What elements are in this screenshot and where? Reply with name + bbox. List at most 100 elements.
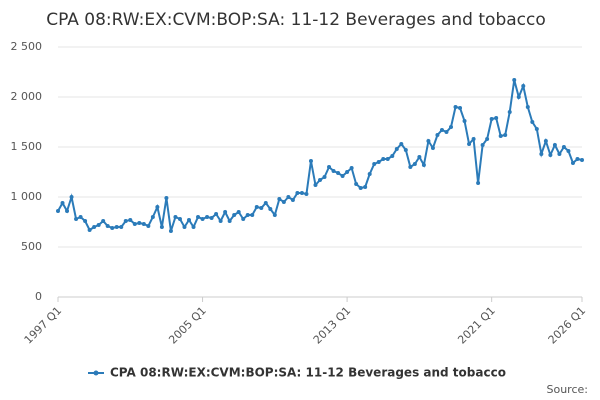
point xyxy=(168,229,173,233)
point xyxy=(376,160,381,164)
point xyxy=(503,133,508,137)
point xyxy=(223,210,228,214)
point xyxy=(403,148,408,152)
point xyxy=(295,191,300,195)
point xyxy=(110,226,115,230)
point xyxy=(417,155,422,159)
point xyxy=(191,225,196,229)
point xyxy=(462,119,467,123)
point xyxy=(119,225,124,229)
point xyxy=(263,201,268,205)
y-tick-label: 2 500 xyxy=(11,40,43,53)
x-tick-label: 1997 Q1 xyxy=(22,304,65,347)
point xyxy=(485,137,490,141)
point xyxy=(439,128,444,132)
y-tick-label: 0 xyxy=(35,290,42,303)
point xyxy=(345,170,350,174)
point xyxy=(114,225,119,229)
point xyxy=(290,198,295,202)
point xyxy=(227,219,232,223)
point xyxy=(132,222,137,226)
point xyxy=(367,172,372,176)
point xyxy=(164,196,169,200)
x-tick-label: 2021 Q1 xyxy=(455,304,498,347)
point xyxy=(74,217,79,221)
point xyxy=(435,133,440,137)
point xyxy=(105,224,110,228)
point xyxy=(196,215,201,219)
point xyxy=(236,210,241,214)
point xyxy=(187,218,191,222)
point xyxy=(128,218,133,222)
point xyxy=(561,145,566,149)
point xyxy=(69,195,74,199)
point xyxy=(331,169,336,173)
point xyxy=(426,139,431,143)
point xyxy=(512,78,517,82)
point xyxy=(476,181,481,185)
point xyxy=(390,154,395,158)
point xyxy=(250,213,255,217)
point xyxy=(580,158,584,162)
point xyxy=(394,147,399,151)
point xyxy=(444,130,449,134)
point xyxy=(458,106,463,110)
point xyxy=(313,183,318,187)
point xyxy=(349,166,354,170)
point xyxy=(575,157,580,161)
point xyxy=(521,84,526,88)
point xyxy=(78,215,83,219)
point xyxy=(494,116,499,120)
series-line xyxy=(57,79,583,232)
point xyxy=(65,209,70,213)
point xyxy=(358,186,363,190)
point xyxy=(205,215,210,219)
point xyxy=(123,219,128,223)
point xyxy=(87,228,92,232)
point xyxy=(241,217,246,221)
point xyxy=(218,219,223,223)
x-tick-label: 2005 Q1 xyxy=(166,304,209,347)
point xyxy=(557,152,562,156)
x-tick-label: 2026 Q1 xyxy=(546,304,589,347)
point xyxy=(141,222,146,226)
point xyxy=(254,205,259,209)
point xyxy=(96,223,101,227)
point xyxy=(268,207,273,211)
point xyxy=(552,143,557,147)
point xyxy=(534,127,539,131)
legend-label: CPA 08:RW:EX:CVM:BOP:SA: 11-12 Beverages… xyxy=(110,366,506,380)
point xyxy=(182,225,187,229)
point xyxy=(286,195,291,199)
point xyxy=(543,139,548,143)
point xyxy=(372,162,377,166)
point xyxy=(327,165,332,169)
x-tick-label: 2013 Q1 xyxy=(311,304,354,347)
point xyxy=(318,178,322,182)
point xyxy=(399,142,404,146)
point xyxy=(385,157,390,161)
point xyxy=(177,217,182,221)
point xyxy=(60,201,65,205)
point xyxy=(336,171,341,175)
point xyxy=(200,217,205,221)
point xyxy=(340,174,345,178)
point xyxy=(173,215,178,219)
point xyxy=(155,205,160,209)
point xyxy=(539,152,544,156)
point xyxy=(412,162,417,166)
point xyxy=(449,125,453,129)
point xyxy=(322,175,327,179)
point xyxy=(566,149,571,153)
point xyxy=(489,117,494,121)
point xyxy=(209,216,214,220)
point xyxy=(453,105,458,109)
point xyxy=(83,219,88,223)
point xyxy=(146,224,151,228)
point xyxy=(530,120,535,124)
point xyxy=(272,213,277,217)
point xyxy=(299,191,304,195)
point xyxy=(92,225,97,229)
